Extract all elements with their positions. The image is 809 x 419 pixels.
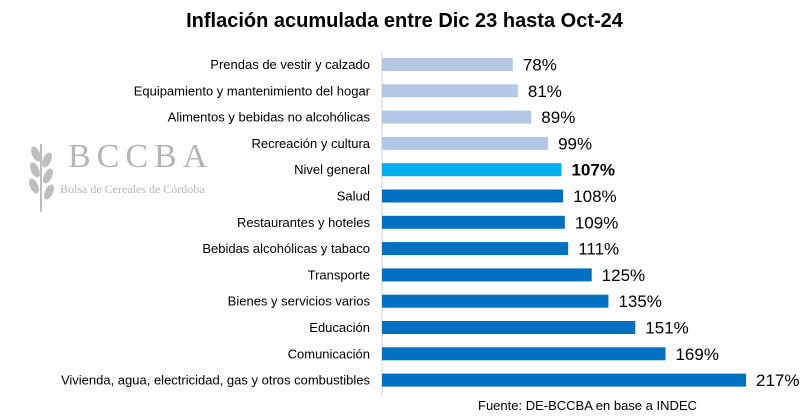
category-label: Alimentos y bebidas no alcohólicas <box>168 110 371 125</box>
bar <box>382 136 549 150</box>
bar <box>382 163 562 177</box>
category-label: Comunicación <box>288 346 370 361</box>
data-label: 217% <box>756 371 799 390</box>
chart-title: Inflación acumulada entre Dic 23 hasta O… <box>186 10 623 32</box>
bar <box>382 189 564 203</box>
bar <box>382 294 609 308</box>
category-label: Bebidas alcohólicas y tabaco <box>202 241 370 256</box>
category-label: Recreación y cultura <box>252 136 371 151</box>
data-label: 109% <box>575 213 618 232</box>
data-label: 81% <box>528 82 562 101</box>
bar <box>382 215 565 229</box>
data-label: 169% <box>675 345 718 364</box>
bccba-watermark-logo: BCCBA Bolsa de Cereales de Córdoba <box>22 138 232 218</box>
category-label: Equipamiento y mantenimiento del hogar <box>134 83 371 98</box>
category-label: Transporte <box>308 267 370 282</box>
wheat-icon <box>29 144 54 212</box>
data-label: 135% <box>618 292 661 311</box>
category-label: Prendas de vestir y calzado <box>210 57 370 72</box>
data-label: 99% <box>558 134 592 153</box>
bar <box>382 373 746 387</box>
bar <box>382 268 592 282</box>
category-label: Salud <box>337 189 370 204</box>
category-label: Nivel general <box>294 162 370 177</box>
category-label: Restaurantes y hoteles <box>237 215 370 230</box>
bar <box>382 242 569 256</box>
data-label: 89% <box>541 108 575 127</box>
watermark-subtitle: Bolsa de Cereales de Córdoba <box>60 182 205 196</box>
data-label: 125% <box>602 266 645 285</box>
data-label: 151% <box>645 319 688 338</box>
bar <box>382 84 518 98</box>
source-note: Fuente: DE-BCCBA en base a INDEC <box>478 398 697 413</box>
bar <box>382 321 636 334</box>
data-label: 78% <box>523 56 557 75</box>
bar <box>382 58 513 71</box>
category-label: Educación <box>309 320 370 335</box>
data-label: 107% <box>571 161 614 180</box>
bar <box>382 110 532 124</box>
watermark-letters: BCCBA <box>68 138 214 175</box>
bar <box>382 347 666 361</box>
data-label: 108% <box>573 187 616 206</box>
category-label: Bienes y servicios varios <box>228 294 371 309</box>
data-label: 111% <box>578 240 619 259</box>
category-label: Vivienda, agua, electricidad, gas y otro… <box>61 373 371 388</box>
